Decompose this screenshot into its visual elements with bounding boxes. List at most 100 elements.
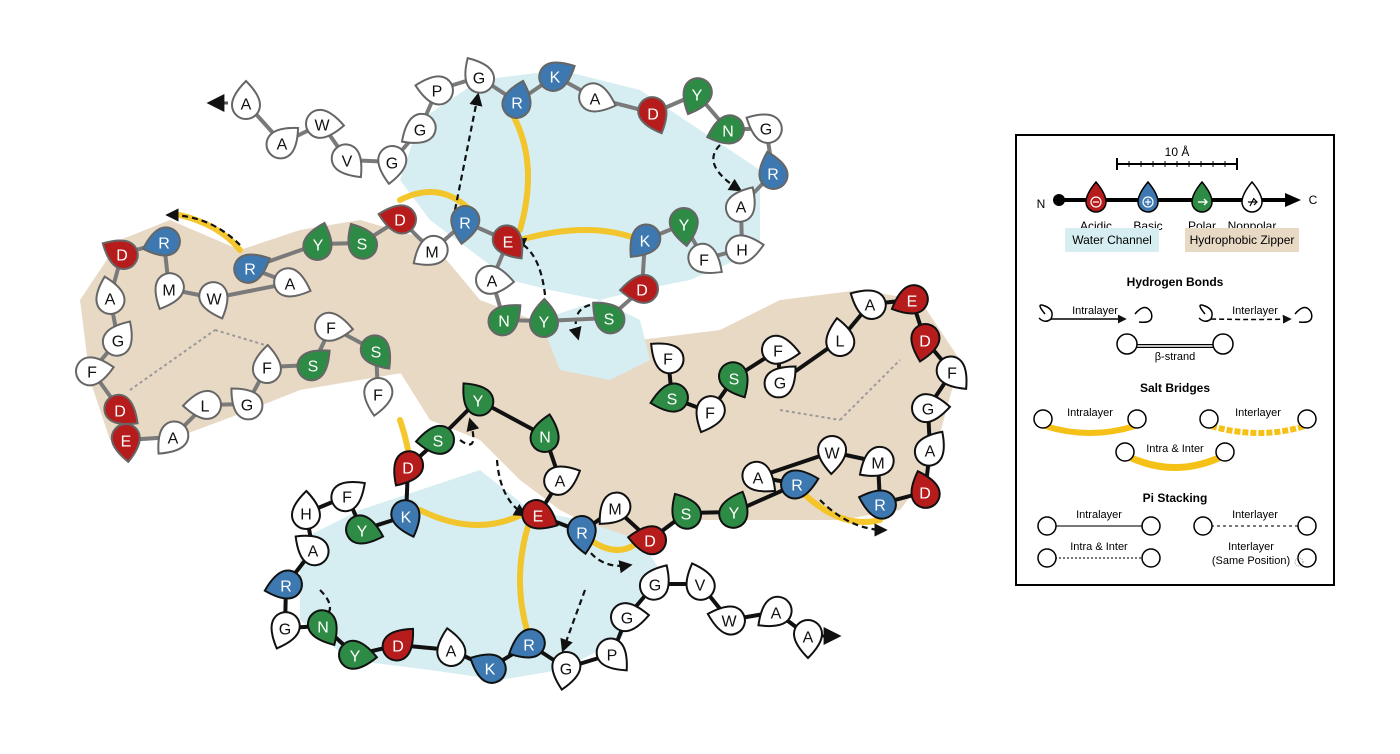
residue-shape: [141, 226, 181, 257]
legend-panel: 10 Å N C Acidic Bas: [1015, 134, 1335, 586]
residue-letter: N: [317, 620, 329, 637]
upper-residue: K: [629, 223, 662, 258]
residue-letter: V: [342, 154, 353, 171]
hydrogen-bonds-title: Hydrogen Bonds: [1127, 275, 1224, 289]
residue-shape: [543, 465, 582, 496]
residue-shape: [95, 275, 126, 315]
residue-letter: W: [824, 446, 840, 463]
lower-residue: N: [307, 609, 338, 647]
residue-letter: D: [114, 404, 126, 421]
salt-bridges-title: Salt Bridges: [1140, 381, 1210, 395]
residue-shape: [792, 619, 824, 660]
residue-shape: [290, 489, 321, 530]
residue-letter: A: [771, 606, 782, 623]
residue-shape: [649, 382, 689, 413]
residue-shape: [393, 450, 425, 487]
residue-letter: R: [767, 167, 779, 184]
residue-letter: A: [168, 431, 179, 448]
residue-shape: [75, 356, 116, 387]
lower-residue: A: [757, 595, 793, 628]
salt-bridge: [517, 517, 533, 643]
upper-residue: A: [265, 126, 300, 160]
pi-stacking-title: Pi Stacking: [1143, 491, 1208, 505]
pi-intralayer-key: Intralayer: [1037, 509, 1161, 536]
upper-residue: Y: [682, 77, 713, 116]
upper-residue: F: [251, 343, 282, 384]
residue-letter: Y: [692, 88, 703, 105]
pi-stacking: [129, 329, 901, 421]
beta-strand-label: β-strand: [1155, 351, 1196, 363]
residue-shape: [101, 239, 139, 270]
lower-residue: G: [763, 365, 797, 399]
residue-shape: [302, 221, 333, 261]
lower-residue: F: [330, 481, 366, 513]
upper-residue: G: [101, 320, 133, 357]
h-bond-arrow: [459, 417, 480, 446]
residue-letter: V: [695, 578, 706, 595]
residue-letter: R: [523, 638, 535, 655]
residue-shape: [154, 272, 185, 311]
residue-letter: R: [791, 478, 803, 495]
upper-residue: W: [198, 281, 229, 320]
lower-residue: Y: [718, 490, 749, 529]
residue-letter: S: [433, 434, 444, 451]
residue-shape: [198, 281, 229, 320]
lower-residue: A: [849, 289, 887, 320]
residue-letter: G: [621, 611, 633, 628]
residue-shape: [314, 311, 355, 342]
residue-letter: E: [503, 235, 514, 252]
residue-letter: E: [907, 294, 918, 311]
upper-residue: M: [154, 272, 185, 311]
residue-letter: F: [373, 388, 383, 405]
hydrophobic-zipper-label: Hydrophobic Zipper: [1190, 233, 1295, 247]
lower-residue: K: [469, 653, 507, 684]
residue-shape: [305, 108, 346, 139]
residue-letter: K: [401, 510, 412, 527]
upper-residue: A: [724, 186, 756, 223]
residue-letter: H: [736, 243, 748, 260]
residue-letter: L: [201, 399, 210, 416]
residue-letter: G: [922, 402, 934, 419]
residue-letter: N: [722, 124, 734, 141]
residue-shape: [695, 395, 726, 434]
residue-letter: G: [241, 398, 253, 415]
residue-shape: [911, 393, 952, 424]
residue-letter: Y: [350, 649, 361, 666]
residue-letter: F: [342, 490, 352, 507]
residue-shape: [650, 342, 685, 375]
residue-shape: [626, 525, 667, 556]
lower-residue: G: [911, 393, 952, 424]
residue-shape: [528, 297, 559, 338]
upper-residue: V: [330, 143, 363, 179]
pi-same-position-key: Interlayer (Same Position): [1212, 541, 1317, 568]
h-bond-intralayer-label: Intralayer: [1072, 305, 1118, 317]
upper-residue: A: [273, 267, 312, 298]
c-terminus-label: C: [1309, 193, 1318, 207]
upper-residue: A: [230, 79, 262, 120]
residue-shape: [910, 469, 941, 509]
residue-letter: A: [277, 137, 288, 154]
upper-residue: N: [487, 304, 522, 337]
residue-shape: [849, 289, 887, 320]
lower-residue: G: [270, 611, 301, 650]
residue-shape: [157, 420, 190, 455]
upper-residue: D: [637, 96, 668, 135]
residue-shape: [469, 653, 507, 684]
acidic-key: [1085, 180, 1107, 213]
h-bond-intralayer-key: Intralayer: [1038, 304, 1153, 324]
residue-shape: [487, 304, 522, 337]
residue-shape: [491, 224, 524, 260]
lower-residue: E: [890, 284, 929, 315]
residue-shape: [618, 273, 659, 304]
residue-letter: S: [667, 392, 678, 409]
nonpolar-key: [1241, 180, 1263, 213]
residue-letter: D: [919, 334, 931, 351]
residue-shape: [501, 79, 532, 119]
c-terminus-arrow: [1285, 193, 1301, 207]
lower-residue: Y: [462, 382, 495, 417]
residue-letter: A: [446, 644, 457, 661]
pi-same-position-label-1: Interlayer: [1228, 541, 1274, 553]
upper-residue: A: [95, 275, 126, 315]
lower-residue: R: [507, 628, 546, 659]
